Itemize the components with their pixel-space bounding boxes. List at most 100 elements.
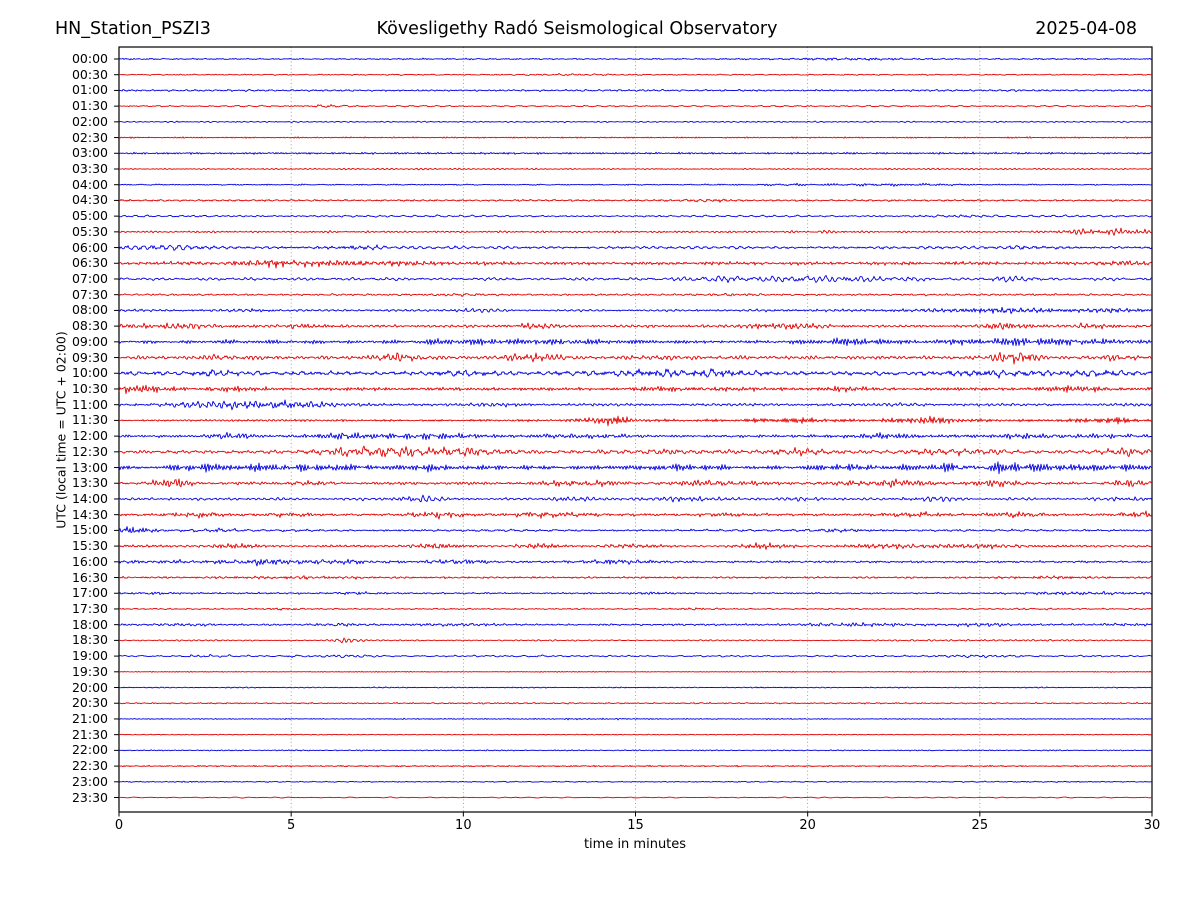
y-tick-label: 10:30 [71, 380, 108, 396]
x-tick-label: 0 [114, 818, 124, 833]
y-tick-label: 13:00 [71, 459, 108, 475]
trace-09:00 [118, 337, 1153, 347]
y-tick-label: 08:00 [71, 302, 108, 318]
trace-06:00 [118, 244, 1153, 251]
y-tick-label: 12:30 [71, 443, 108, 459]
x-tick-label: 30 [1143, 818, 1161, 833]
trace-06:30 [118, 259, 1153, 269]
trace-22:00 [118, 749, 1153, 752]
y-tick-label: 15:00 [71, 522, 108, 538]
y-tick-label: 14:00 [71, 490, 108, 506]
y-tick-label: 21:30 [71, 726, 108, 742]
y-tick-label: 20:30 [71, 695, 108, 711]
y-tick-label: 19:30 [71, 663, 108, 679]
x-tick-label: 25 [971, 818, 989, 833]
trace-13:00 [118, 461, 1153, 475]
y-tick-label: 15:30 [71, 538, 108, 554]
trace-15:00 [118, 526, 1153, 533]
y-tick-label: 22:00 [71, 742, 108, 758]
trace-20:00 [118, 686, 1153, 689]
y-tick-label: 14:30 [71, 506, 108, 522]
trace-20:30 [118, 701, 1153, 705]
y-tick-label: 12:00 [71, 428, 108, 444]
y-tick-label: 08:30 [71, 318, 108, 334]
y-tick-label: 11:00 [71, 396, 108, 412]
y-tick-label: 05:00 [71, 208, 108, 224]
y-tick-label: 17:00 [71, 585, 108, 601]
trace-23:30 [118, 796, 1153, 799]
y-tick-label: 18:00 [71, 616, 108, 632]
date-title: 2025-04-08 [1035, 19, 1137, 39]
trace-23:00 [118, 780, 1153, 783]
y-tick-label: 05:30 [71, 223, 108, 239]
trace-14:30 [118, 510, 1153, 520]
y-tick-label: 19:00 [71, 648, 108, 664]
x-tick-label: 5 [287, 818, 296, 833]
trace-02:00 [118, 120, 1153, 124]
trace-16:00 [118, 558, 1153, 567]
y-tick-label: 06:00 [71, 239, 108, 255]
y-tick-label: 11:30 [71, 412, 108, 428]
trace-11:30 [118, 415, 1153, 427]
trace-17:00 [118, 590, 1153, 596]
trace-21:00 [118, 717, 1153, 721]
y-tick-label: 03:00 [71, 145, 108, 161]
trace-10:00 [118, 368, 1153, 379]
trace-19:00 [118, 653, 1153, 659]
trace-22:30 [118, 764, 1153, 768]
trace-16:30 [118, 575, 1153, 580]
y-tick-label: 09:00 [71, 333, 108, 349]
y-tick-label: 17:30 [71, 600, 108, 616]
y-tick-label: 16:00 [71, 553, 108, 569]
trace-04:30 [118, 198, 1153, 203]
y-tick-label: 22:30 [71, 758, 108, 774]
trace-01:30 [118, 104, 1153, 108]
trace-12:30 [118, 445, 1153, 458]
trace-17:30 [118, 607, 1153, 611]
x-tick-label: 20 [799, 818, 816, 833]
trace-07:30 [118, 293, 1153, 297]
y-tick-label: 07:30 [71, 286, 108, 302]
trace-00:00 [118, 57, 1153, 61]
y-tick-label: 07:00 [71, 270, 108, 286]
trace-21:30 [118, 733, 1153, 736]
x-axis-title: time in minutes [583, 837, 687, 852]
trace-19:30 [118, 670, 1153, 673]
y-tick-label: 20:00 [71, 679, 108, 695]
trace-18:00 [118, 622, 1153, 628]
y-tick-label: 13:30 [71, 475, 108, 491]
y-tick-label: 01:30 [71, 98, 108, 114]
y-tick-label: 00:30 [71, 66, 108, 82]
trace-07:00 [118, 275, 1153, 283]
y-tick-label: 02:30 [71, 129, 108, 145]
trace-00:30 [118, 73, 1153, 77]
trace-04:00 [118, 182, 1153, 187]
y-tick-label: 23:30 [71, 789, 108, 805]
trace-13:30 [118, 478, 1153, 488]
y-tick-label: 06:30 [71, 255, 108, 271]
trace-03:00 [118, 151, 1153, 155]
trace-10:30 [118, 384, 1153, 395]
x-tick-label: 10 [455, 818, 472, 833]
x-tick-label: 15 [627, 818, 644, 833]
trace-08:00 [118, 306, 1153, 314]
y-tick-label: 10:00 [71, 365, 108, 381]
trace-12:00 [118, 432, 1153, 441]
observatory-title: Kövesligethy Radó Seismological Observat… [376, 19, 778, 39]
y-tick-label: 04:30 [71, 192, 108, 208]
y-tick-label: 18:30 [71, 632, 108, 648]
y-tick-label: 09:30 [71, 349, 108, 365]
y-tick-label: 00:00 [71, 51, 108, 66]
y-tick-label: 16:30 [71, 569, 108, 585]
trace-05:30 [118, 227, 1153, 236]
trace-15:30 [118, 542, 1153, 550]
y-tick-label: 21:00 [71, 710, 108, 726]
trace-08:30 [118, 322, 1153, 330]
trace-03:30 [118, 167, 1153, 171]
trace-02:30 [118, 136, 1153, 139]
trace-01:00 [118, 88, 1153, 93]
trace-09:30 [118, 351, 1153, 365]
trace-11:00 [118, 399, 1153, 411]
